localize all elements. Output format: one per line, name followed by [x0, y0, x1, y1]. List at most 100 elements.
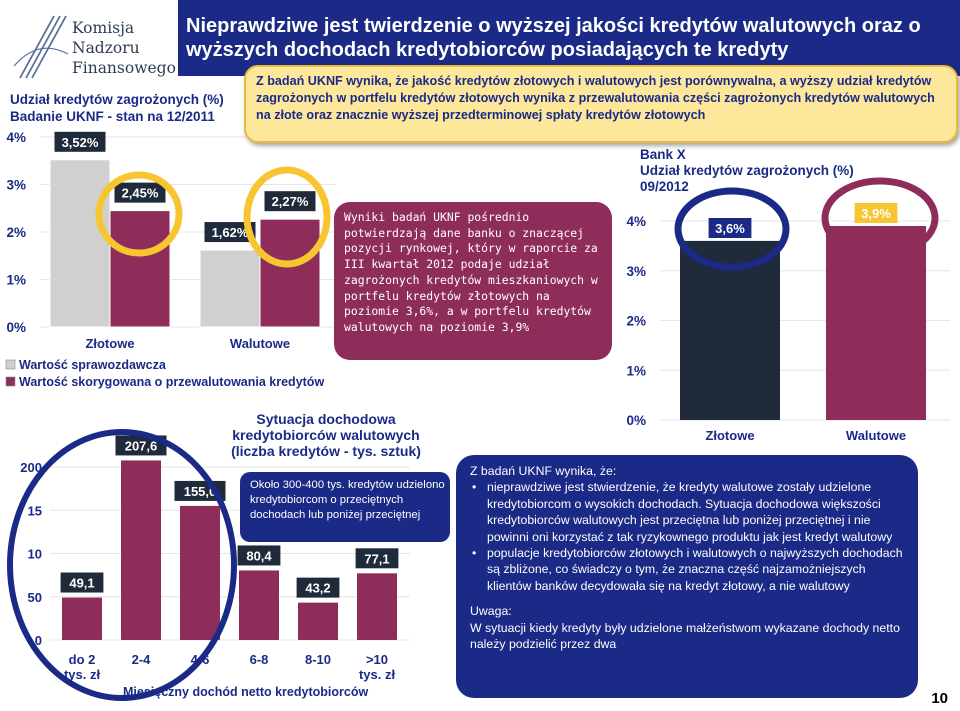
data-label: 3,6%: [715, 221, 745, 236]
y-tick-label: 1%: [626, 363, 646, 378]
bar: [357, 573, 397, 640]
logo-line: Komisja: [72, 19, 135, 37]
chart-subtitle: Udział kredytów zagrożonych (%): [640, 163, 854, 178]
bar: [49, 159, 111, 328]
note-heading: Uwaga:: [470, 604, 512, 619]
bar: [62, 597, 102, 640]
data-label: 1,62%: [212, 225, 249, 240]
data-label-bg: [237, 545, 281, 566]
legend-swatch: [5, 359, 16, 370]
findings-bullet: populacje kredytobiorców złotowych i wal…: [470, 545, 910, 594]
income-callout: Około 300-400 tys. kredytów udzielono kr…: [240, 472, 450, 542]
findings-list: nieprawdziwe jest stwierdzenie, że kredy…: [470, 479, 910, 594]
y-tick-label: 15: [28, 503, 42, 518]
data-label: 3,9%: [861, 206, 891, 221]
bar: [121, 460, 161, 640]
y-tick-label: 1%: [6, 273, 26, 288]
data-label: 77,1: [364, 551, 389, 566]
highlight-circles: [7, 166, 939, 701]
legend-label: Wartość skorygowana o przewalutowania kr…: [19, 375, 324, 389]
data-label: 155,0: [184, 484, 217, 499]
logo-swoosh-icon: [13, 15, 69, 79]
page-title: Nieprawdziwe jest twierdzenie o wyższej …: [186, 15, 921, 61]
data-label: 207,6: [125, 438, 158, 453]
note-text: W sytuacji kiedy kredyty były udzielone …: [470, 620, 900, 652]
y-tick-label: 4%: [6, 130, 26, 145]
bank-callout-text: Wyniki badań UKNF pośrednio potwierdzają…: [344, 210, 598, 334]
data-label-bg: [264, 191, 316, 212]
uknf-chart: Udział kredytów zagrożonych (%) Badanie …: [5, 92, 335, 389]
x-tick-label: Walutowe: [230, 336, 290, 351]
chart-title-line: (liczba kredytów - tys. sztuk): [231, 443, 421, 459]
header-bar: Nieprawdziwe jest twierdzenie o wyższej …: [178, 0, 960, 76]
highlight-circle: [674, 187, 790, 271]
income-callout-text: Około 300-400 tys. kredytów udzielono kr…: [250, 479, 445, 521]
knf-logo: Komisja Nadzoru Finansowego: [10, 8, 176, 84]
data-label-bg: [54, 131, 106, 152]
logo-text: Komisja Nadzoru Finansowego: [72, 18, 176, 78]
uknf-callout-text: Z badań UKNF wynika, że jakość kredytów …: [256, 74, 935, 122]
x-tick-label: do 2: [69, 652, 96, 667]
uknf-callout: Z badań UKNF wynika, że jakość kredytów …: [244, 65, 958, 143]
chart-subtitle: Badanie UKNF - stan na 12/2011: [10, 109, 215, 124]
data-label-bg: [296, 577, 340, 598]
x-tick-label: Złotowe: [705, 428, 754, 443]
x-tick-label: Walutowe: [846, 428, 906, 443]
chart-title: Bank X: [640, 147, 686, 162]
highlight-circle: [7, 429, 237, 701]
logo-line: Finansowego: [72, 59, 176, 77]
y-tick-label: 3%: [626, 264, 646, 279]
x-tick-label: 6-8: [250, 652, 269, 667]
data-label-bg: [204, 222, 256, 243]
bar: [680, 240, 780, 420]
chart-title-line: kredytobiorców walutowych: [232, 427, 419, 443]
chart-xlabel: Miesięczny dochód netto kredytobiorców: [123, 685, 368, 699]
x-tick-label: tys. zł: [64, 667, 101, 682]
data-label-bg: [854, 203, 898, 223]
bar: [298, 602, 338, 640]
page-number: 10: [931, 690, 948, 707]
y-tick-label: 200: [20, 460, 42, 475]
y-tick-label: 0: [35, 633, 42, 648]
findings-intro: Z badań UKNF wynika, że:: [470, 464, 617, 478]
y-tick-label: 2%: [6, 225, 26, 240]
y-tick-label: 10: [28, 547, 42, 562]
findings-bullet: nieprawdziwe jest stwierdzenie, że kredy…: [470, 479, 910, 545]
findings-box: Z badań UKNF wynika, że: nieprawdziwe je…: [456, 455, 918, 698]
bar: [239, 570, 279, 640]
findings-text: Z badań UKNF wynika, że: nieprawdziwe je…: [470, 463, 910, 652]
x-tick-label: Złotowe: [85, 336, 134, 351]
chart-date: 09/2012: [640, 179, 689, 194]
x-tick-label: 2-4: [132, 652, 152, 667]
chart-title-line: Sytuacja dochodowa: [256, 411, 395, 427]
y-tick-label: 0%: [626, 413, 646, 428]
data-label: 80,4: [246, 548, 272, 563]
data-label-bg: [114, 182, 166, 203]
legend-label: Wartość sprawozdawcza: [19, 358, 167, 372]
x-tick-label: 8-10: [305, 652, 331, 667]
bank-callout: Wyniki badań UKNF pośrednio potwierdzają…: [334, 202, 612, 360]
legend-swatch: [5, 376, 16, 387]
bar: [109, 210, 171, 328]
data-label: 3,52%: [62, 135, 99, 150]
data-label: 43,2: [305, 581, 330, 596]
data-label: 49,1: [69, 576, 94, 591]
y-tick-label: 2%: [626, 314, 646, 329]
data-label: 2,45%: [122, 186, 159, 201]
highlight-circle: [95, 171, 183, 257]
highlight-circle: [821, 177, 939, 259]
y-tick-label: 50: [28, 590, 42, 605]
chart-title: Udział kredytów zagrożonych (%): [10, 92, 224, 107]
data-label-bg: [708, 218, 752, 238]
bar: [180, 505, 220, 640]
y-tick-label: 0%: [6, 320, 26, 335]
data-label: 2,27%: [272, 194, 309, 209]
data-label-bg: [60, 572, 104, 593]
y-tick-label: 3%: [6, 178, 26, 193]
bar: [259, 218, 321, 328]
bar: [199, 249, 261, 328]
x-tick-label: >10: [366, 652, 388, 667]
